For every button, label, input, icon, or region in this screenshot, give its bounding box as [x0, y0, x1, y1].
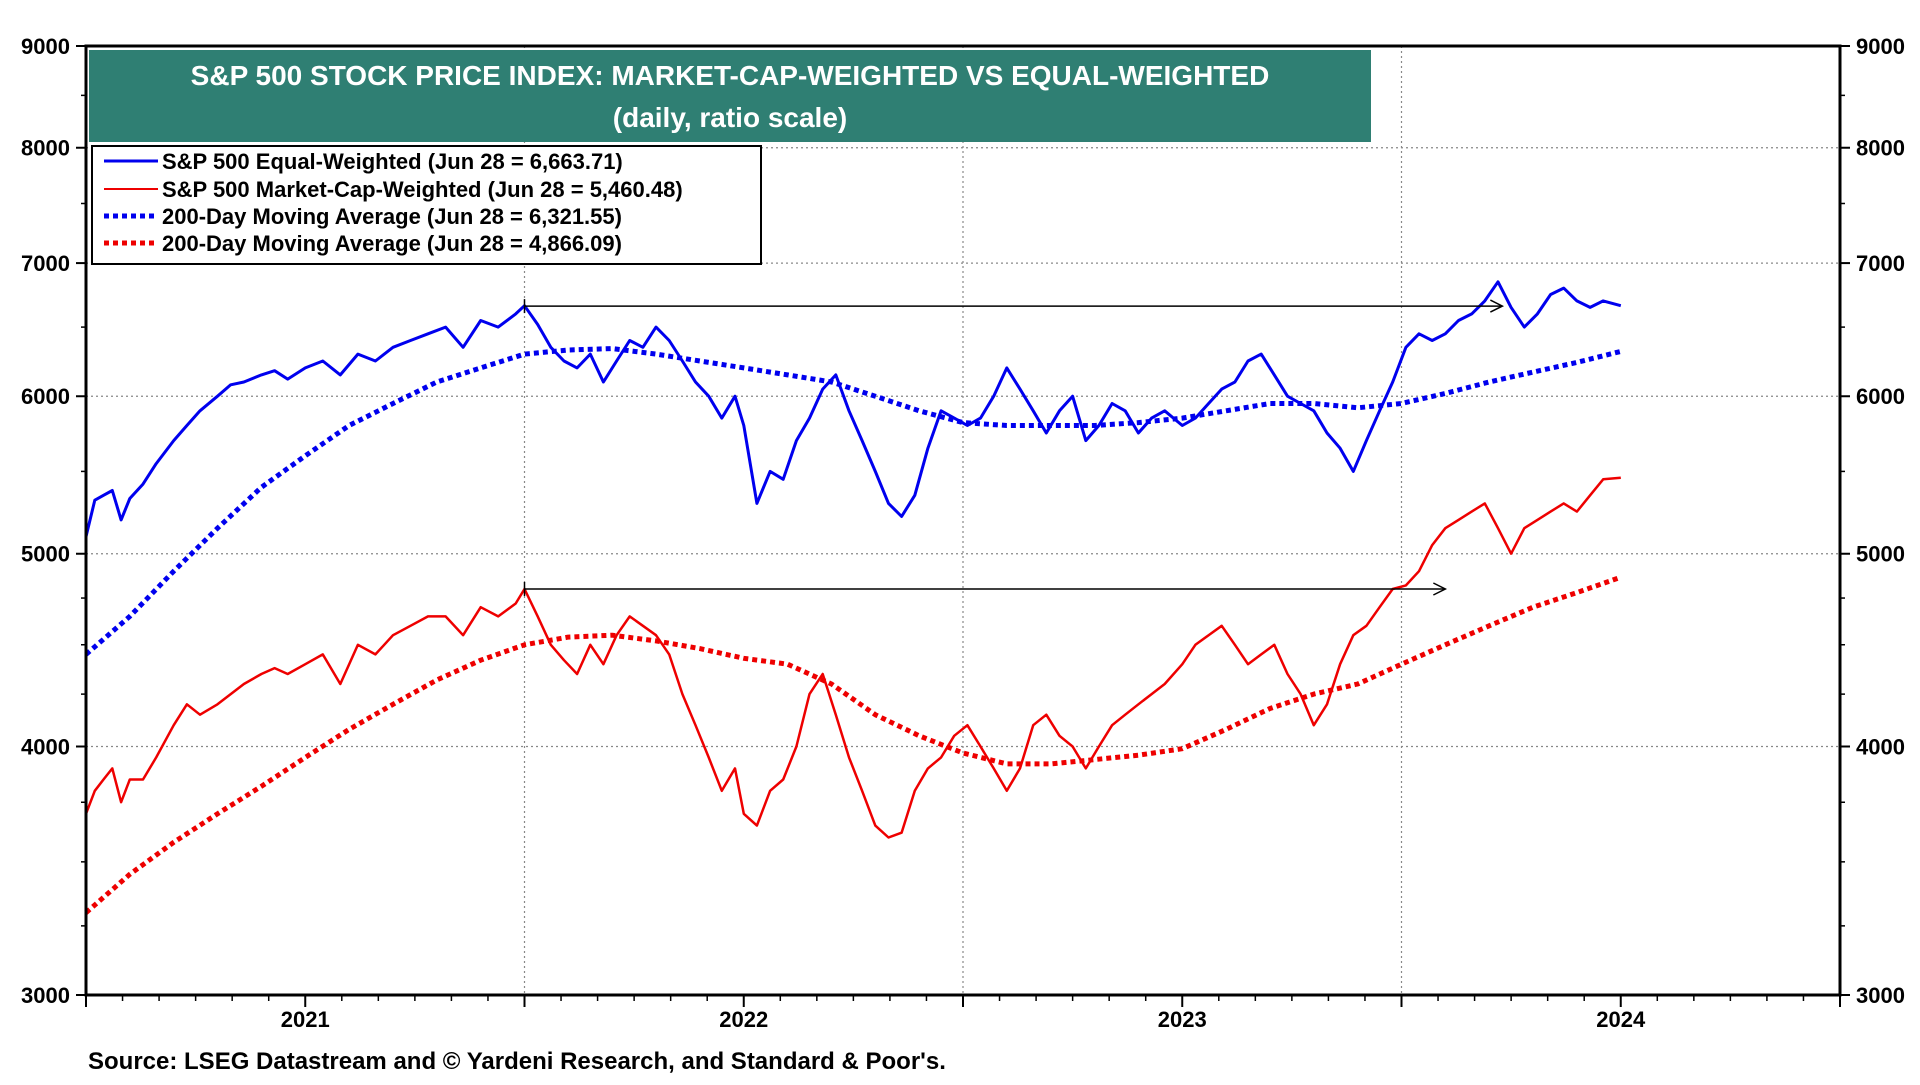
title-banner: [89, 50, 1371, 142]
grid-layer: [86, 46, 1840, 995]
y-tick-label-left: 4000: [21, 734, 70, 759]
y-tick-label-right: 7000: [1856, 251, 1905, 276]
legend-label: 200-Day Moving Average (Jun 28 = 6,321.5…: [162, 204, 622, 229]
chart-subtitle: (daily, ratio scale): [613, 102, 847, 133]
series-line-moving-average: [84, 574, 1622, 915]
annotation-layer: [523, 299, 1505, 597]
annotation-arrow-head: [1490, 299, 1505, 313]
legend-entry: S&P 500 Equal-Weighted (Jun 28 = 6,663.7…: [104, 149, 623, 174]
y-tick-label-right: 8000: [1856, 136, 1905, 161]
y-tick-label-right: 6000: [1856, 384, 1905, 409]
legend-box: [91, 145, 762, 265]
series-line: [84, 280, 1622, 537]
legend-label: 200-Day Moving Average (Jun 28 = 4,866.0…: [162, 231, 622, 256]
axis-layer: 3000 3000 4000 4000 5000 5000 6000 6000 7000 7000…: [21, 34, 1905, 1032]
x-tick-label: 2021: [281, 1007, 330, 1032]
x-tick-label: 2024: [1596, 1007, 1646, 1032]
legend-label: S&P 500 Equal-Weighted (Jun 28 = 6,663.7…: [162, 149, 623, 174]
y-tick-label-left: 9000: [21, 34, 70, 59]
y-tick-label-left: 8000: [21, 136, 70, 161]
legend-entry: S&P 500 Market-Cap-Weighted (Jun 28 = 5,…: [104, 177, 683, 202]
y-tick-label-left: 7000: [21, 251, 70, 276]
chart-title: S&P 500 STOCK PRICE INDEX: MARKET-CAP-WE…: [191, 60, 1270, 91]
legend-label: S&P 500 Market-Cap-Weighted (Jun 28 = 5,…: [162, 177, 683, 202]
series-layer: [84, 280, 1622, 915]
y-tick-label-right: 3000: [1856, 983, 1905, 1008]
series-line-moving-average: [84, 346, 1622, 657]
y-tick-label-right: 4000: [1856, 734, 1905, 759]
series-line: [84, 476, 1621, 839]
y-tick-label-right: 9000: [1856, 34, 1905, 59]
source-note: Source: LSEG Datastream and © Yardeni Re…: [88, 1048, 946, 1075]
annotation-arrow-head: [1433, 582, 1448, 596]
y-tick-label-left: 6000: [21, 384, 70, 409]
x-tick-label: 2022: [719, 1007, 768, 1032]
legend-entry: 200-Day Moving Average (Jun 28 = 6,321.5…: [104, 204, 622, 229]
x-tick-label: 2023: [1158, 1007, 1207, 1032]
y-tick-label-left: 3000: [21, 983, 70, 1008]
y-tick-label-left: 5000: [21, 542, 70, 567]
y-tick-label-right: 5000: [1856, 542, 1905, 567]
legend-entry: 200-Day Moving Average (Jun 28 = 4,866.0…: [104, 231, 622, 256]
